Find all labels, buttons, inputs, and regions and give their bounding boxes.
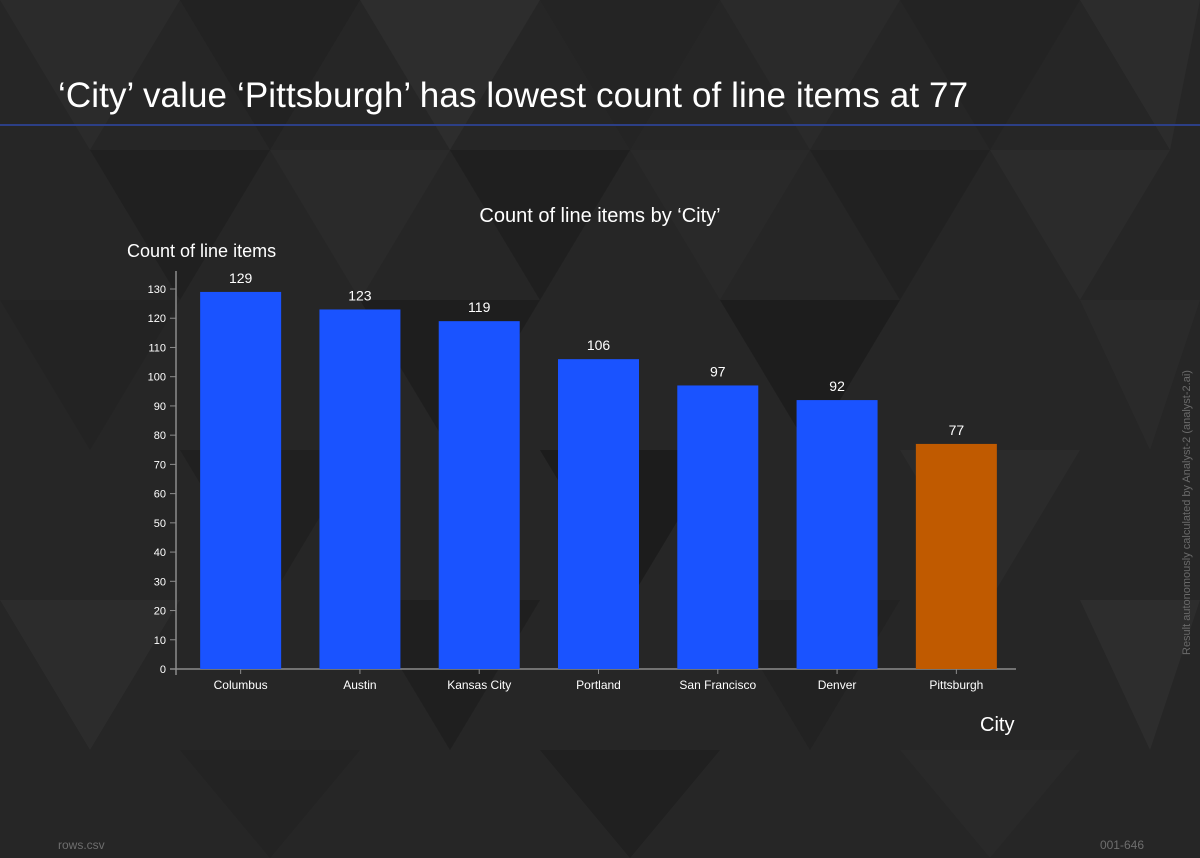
y-tick-label: 120: [148, 313, 166, 325]
y-tick-label: 40: [154, 547, 166, 559]
data-label: 123: [348, 287, 372, 303]
y-tick-label: 130: [148, 284, 166, 296]
category-label: San Francisco: [679, 678, 756, 692]
y-tick-label: 30: [154, 576, 166, 588]
bar: [677, 385, 759, 669]
category-label: Portland: [576, 678, 621, 692]
category-labels: Columbus Austin Kansas City Portland San Fra…: [214, 678, 984, 692]
bar: [915, 443, 997, 669]
y-tick-label: 50: [154, 518, 166, 530]
data-label: 106: [587, 337, 611, 353]
attribution-text: Result autonomously calculated by Analys…: [1181, 370, 1193, 655]
category-label: Austin: [343, 678, 376, 692]
y-tick-label: 110: [148, 342, 166, 354]
data-label: 97: [710, 363, 726, 379]
category-label: Denver: [818, 678, 857, 692]
bar: [558, 359, 639, 669]
bar: [319, 309, 401, 669]
headline-divider: [0, 124, 1200, 126]
chart-title: Count of line items by ‘City’: [479, 205, 721, 227]
bar: [796, 400, 878, 669]
y-tick-label: 20: [154, 606, 166, 618]
bar: [438, 321, 520, 669]
y-tick-label: 80: [154, 430, 166, 442]
x-axis-title: City: [980, 714, 1015, 736]
y-tick-label: 0: [160, 664, 166, 676]
category-label: Kansas City: [447, 678, 511, 692]
category-label: Columbus: [214, 678, 268, 692]
source-filename: rows.csv: [58, 838, 105, 852]
data-label: 92: [829, 378, 845, 394]
category-label: Pittsburgh: [929, 678, 983, 692]
headline: ‘City’ value ‘Pittsburgh’ has lowest cou…: [58, 76, 969, 115]
y-tick-label: 70: [154, 459, 166, 471]
y-tick-label: 90: [154, 401, 166, 413]
data-labels: 129 123 119 106 97 92 77: [229, 270, 964, 438]
data-label: 119: [468, 299, 491, 315]
y-tick-label: 100: [148, 372, 166, 384]
y-axis: 0 10 20 30 40 50 60 70 80 90 100 110 120 130: [148, 271, 177, 676]
bar-series: [200, 291, 997, 669]
y-axis-title: Count of line items: [127, 241, 277, 261]
slide-id: 001-646: [1099, 838, 1144, 852]
y-tick-label: 60: [154, 489, 166, 501]
bar: [200, 291, 282, 669]
x-axis: [170, 668, 1016, 674]
data-label: 77: [949, 422, 965, 438]
data-label: 129: [229, 270, 253, 286]
y-tick-label: 10: [154, 635, 166, 647]
